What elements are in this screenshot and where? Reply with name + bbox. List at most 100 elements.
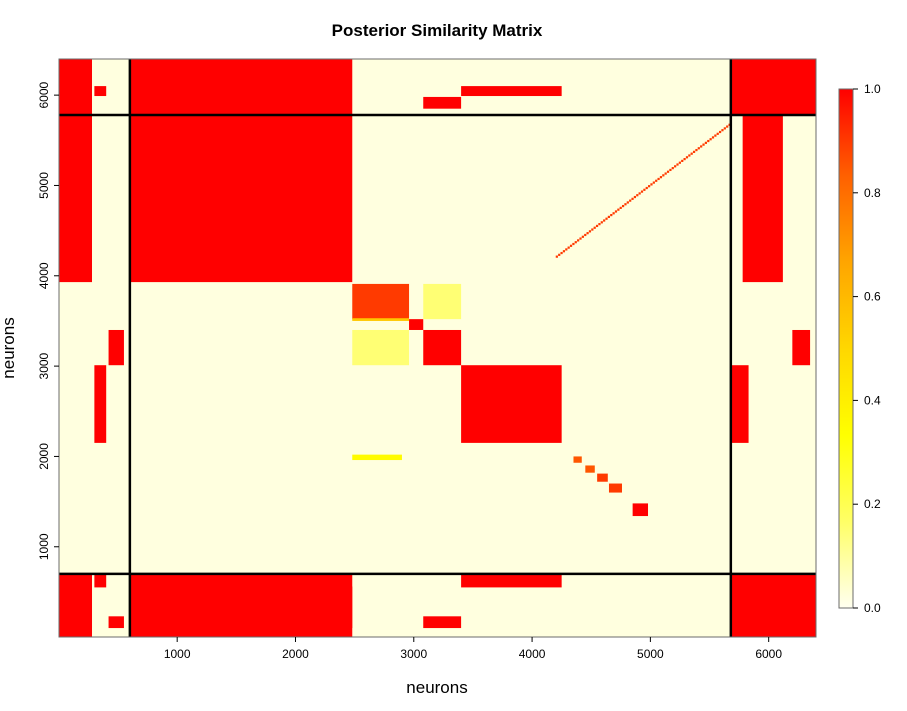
heatmap-diagonal-cell — [567, 246, 570, 249]
heatmap-diagonal-cell — [681, 159, 684, 163]
heatmap-block — [461, 86, 562, 97]
heatmap-block — [423, 96, 462, 109]
heatmap-diagonal-cell — [584, 233, 587, 237]
heatmap-diagonal-cell — [711, 136, 715, 139]
heatmap-diagonal-cell — [586, 232, 589, 235]
heatmap-diagonal-cell — [555, 255, 558, 258]
y-tick-label: 2000 — [37, 443, 51, 470]
heatmap-diagonal-cell — [603, 219, 606, 222]
heatmap-diagonal-cell — [626, 201, 629, 204]
heatmap-diagonal-cell — [581, 235, 584, 238]
heatmap-block — [792, 96, 811, 109]
heatmap-diagonal-cell — [678, 161, 681, 164]
colorbar-tick-label: 0.6 — [864, 290, 881, 304]
heatmap-diagonal-cell — [688, 154, 691, 157]
x-axis-title: neurons — [406, 678, 467, 697]
y-axis-title: neurons — [0, 317, 18, 378]
colorbar: 0.0 0.2 0.4 0.6 0.8 1.0 — [838, 82, 881, 615]
heatmap-block — [573, 456, 582, 463]
heatmap-diagonal-cell — [650, 183, 653, 186]
heatmap-diagonal-cell — [633, 195, 637, 199]
heatmap-diagonal-cell — [704, 141, 707, 144]
heatmap-block — [59, 586, 93, 629]
heatmap-block — [129, 59, 353, 116]
heatmap-block — [423, 616, 462, 629]
heatmap-block — [94, 365, 107, 443]
heatmap-diagonal-cell — [718, 130, 722, 134]
heatmap-diagonal-cell — [716, 132, 719, 135]
heatmap-diagonal-cell — [565, 248, 568, 251]
y-tick-label: 4000 — [37, 262, 51, 289]
heatmap-block — [108, 616, 124, 629]
heatmap-diagonal-cell — [664, 172, 667, 175]
heatmap-diagonal-cell — [621, 204, 625, 208]
y-tick-label: 1000 — [37, 533, 51, 560]
heatmap-diagonal-cell — [591, 228, 594, 231]
heatmap-diagonal-cell — [629, 199, 632, 202]
heatmap-diagonal-cell — [674, 165, 677, 168]
heatmap-block — [730, 573, 749, 588]
heatmap-block — [352, 283, 410, 320]
heatmap-diagonal-cell — [610, 214, 613, 217]
heatmap-diagonal-cell — [726, 125, 729, 128]
heatmap-block — [632, 503, 649, 517]
colorbar-tick-label: 1.0 — [864, 82, 881, 96]
heatmap-diagonal-cell — [659, 176, 663, 179]
heatmap-block — [129, 586, 353, 629]
heatmap-diagonal-cell — [709, 138, 712, 141]
heatmap-diagonal-cell — [702, 143, 705, 146]
colorbar-tick-label: 0.8 — [864, 186, 881, 200]
heatmap-block — [423, 283, 462, 320]
colorbar-gradient — [838, 88, 854, 609]
heatmap-block — [108, 329, 124, 366]
colorbar-tick-label: 0.4 — [864, 393, 881, 407]
plot-area — [59, 59, 816, 637]
heatmap-block — [352, 329, 410, 366]
heatmap-diagonal-cell — [593, 226, 596, 229]
heatmap-block — [597, 473, 608, 482]
heatmap-diagonal-cell — [657, 177, 660, 181]
heatmap-block — [423, 329, 462, 366]
heatmap-diagonal-cell — [595, 224, 599, 228]
heatmap-diagonal-cell — [588, 230, 592, 233]
heatmap-diagonal-cell — [574, 241, 577, 244]
x-tick-label: 4000 — [519, 647, 546, 661]
heatmap-diagonal-cell — [605, 217, 608, 220]
x-tick-label: 1000 — [164, 647, 191, 661]
x-tick-label: 3000 — [400, 647, 427, 661]
heatmap-block — [730, 365, 749, 443]
y-axis: 1000 2000 3000 4000 5000 6000 — [37, 81, 59, 560]
heatmap-block — [792, 329, 811, 366]
heatmap-block — [94, 573, 107, 588]
heatmap-diagonal-cell — [638, 192, 641, 195]
heatmap-diagonal-cell — [614, 210, 618, 213]
heatmap-block — [352, 454, 402, 461]
heatmap-diagonal-cell — [560, 251, 563, 255]
heatmap-diagonal-cell — [624, 203, 627, 206]
heatmap-diagonal-cell — [569, 244, 573, 247]
heatmap-block — [585, 465, 595, 473]
heatmap-block — [409, 319, 424, 330]
x-tick-label: 2000 — [282, 647, 309, 661]
heatmap-block — [742, 586, 783, 629]
heatmap-block — [129, 115, 353, 283]
heatmap-block — [730, 86, 749, 97]
y-tick-label: 3000 — [37, 352, 51, 379]
colorbar-tick-label: 0.0 — [864, 601, 881, 615]
heatmap-diagonal-cell — [652, 181, 655, 184]
heatmap-diagonal-cell — [579, 237, 582, 240]
heatmap-diagonal-cell — [669, 168, 672, 172]
heatmap-diagonal-cell — [707, 139, 710, 143]
colorbar-tick-label: 0.2 — [864, 497, 881, 511]
heatmap-diagonal-cell — [700, 145, 703, 148]
heatmap-diagonal-cell — [598, 223, 601, 226]
heatmap-block — [792, 616, 811, 629]
x-tick-label: 6000 — [755, 647, 782, 661]
y-tick-label: 6000 — [37, 81, 51, 108]
x-axis: 1000 2000 3000 4000 5000 6000 — [164, 637, 782, 661]
heatmap-diagonal-cell — [655, 179, 658, 182]
heatmap-diagonal-cell — [631, 197, 634, 200]
plot-frame — [58, 58, 817, 638]
heatmap-diagonal-cell — [600, 221, 603, 224]
